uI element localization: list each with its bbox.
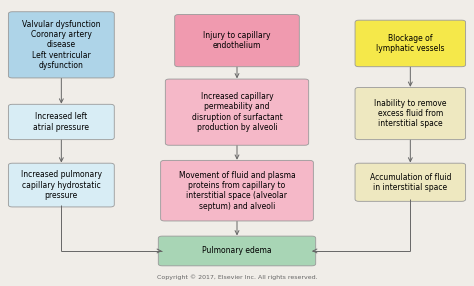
Text: Accumulation of fluid
in interstitial space: Accumulation of fluid in interstitial sp… xyxy=(370,172,451,192)
FancyBboxPatch shape xyxy=(165,79,309,145)
FancyBboxPatch shape xyxy=(9,12,114,78)
Text: Valvular dysfunction
Coronary artery
disease
Left ventricular
dysfunction: Valvular dysfunction Coronary artery dis… xyxy=(22,19,100,70)
FancyBboxPatch shape xyxy=(175,15,299,67)
Text: Pulmonary edema: Pulmonary edema xyxy=(202,247,272,255)
Text: Inability to remove
excess fluid from
interstitial space: Inability to remove excess fluid from in… xyxy=(374,99,447,128)
Text: Increased left
atrial pressure: Increased left atrial pressure xyxy=(33,112,89,132)
FancyBboxPatch shape xyxy=(161,160,313,221)
FancyBboxPatch shape xyxy=(9,104,114,140)
Text: Injury to capillary
endothelium: Injury to capillary endothelium xyxy=(203,31,271,50)
Text: Blockage of
lymphatic vessels: Blockage of lymphatic vessels xyxy=(376,34,445,53)
FancyBboxPatch shape xyxy=(9,163,114,207)
FancyBboxPatch shape xyxy=(355,20,465,67)
Text: Increased capillary
permeability and
disruption of surfactant
production by alve: Increased capillary permeability and dis… xyxy=(191,92,283,132)
Text: Increased pulmonary
capillary hydrostatic
pressure: Increased pulmonary capillary hydrostati… xyxy=(21,170,102,200)
Text: Movement of fluid and plasma
proteins from capillary to
interstitial space (alve: Movement of fluid and plasma proteins fr… xyxy=(179,170,295,211)
FancyBboxPatch shape xyxy=(158,236,316,266)
FancyBboxPatch shape xyxy=(355,88,465,140)
FancyBboxPatch shape xyxy=(355,163,465,201)
Text: Copyright © 2017, Elsevier Inc. All rights reserved.: Copyright © 2017, Elsevier Inc. All righ… xyxy=(157,275,317,280)
